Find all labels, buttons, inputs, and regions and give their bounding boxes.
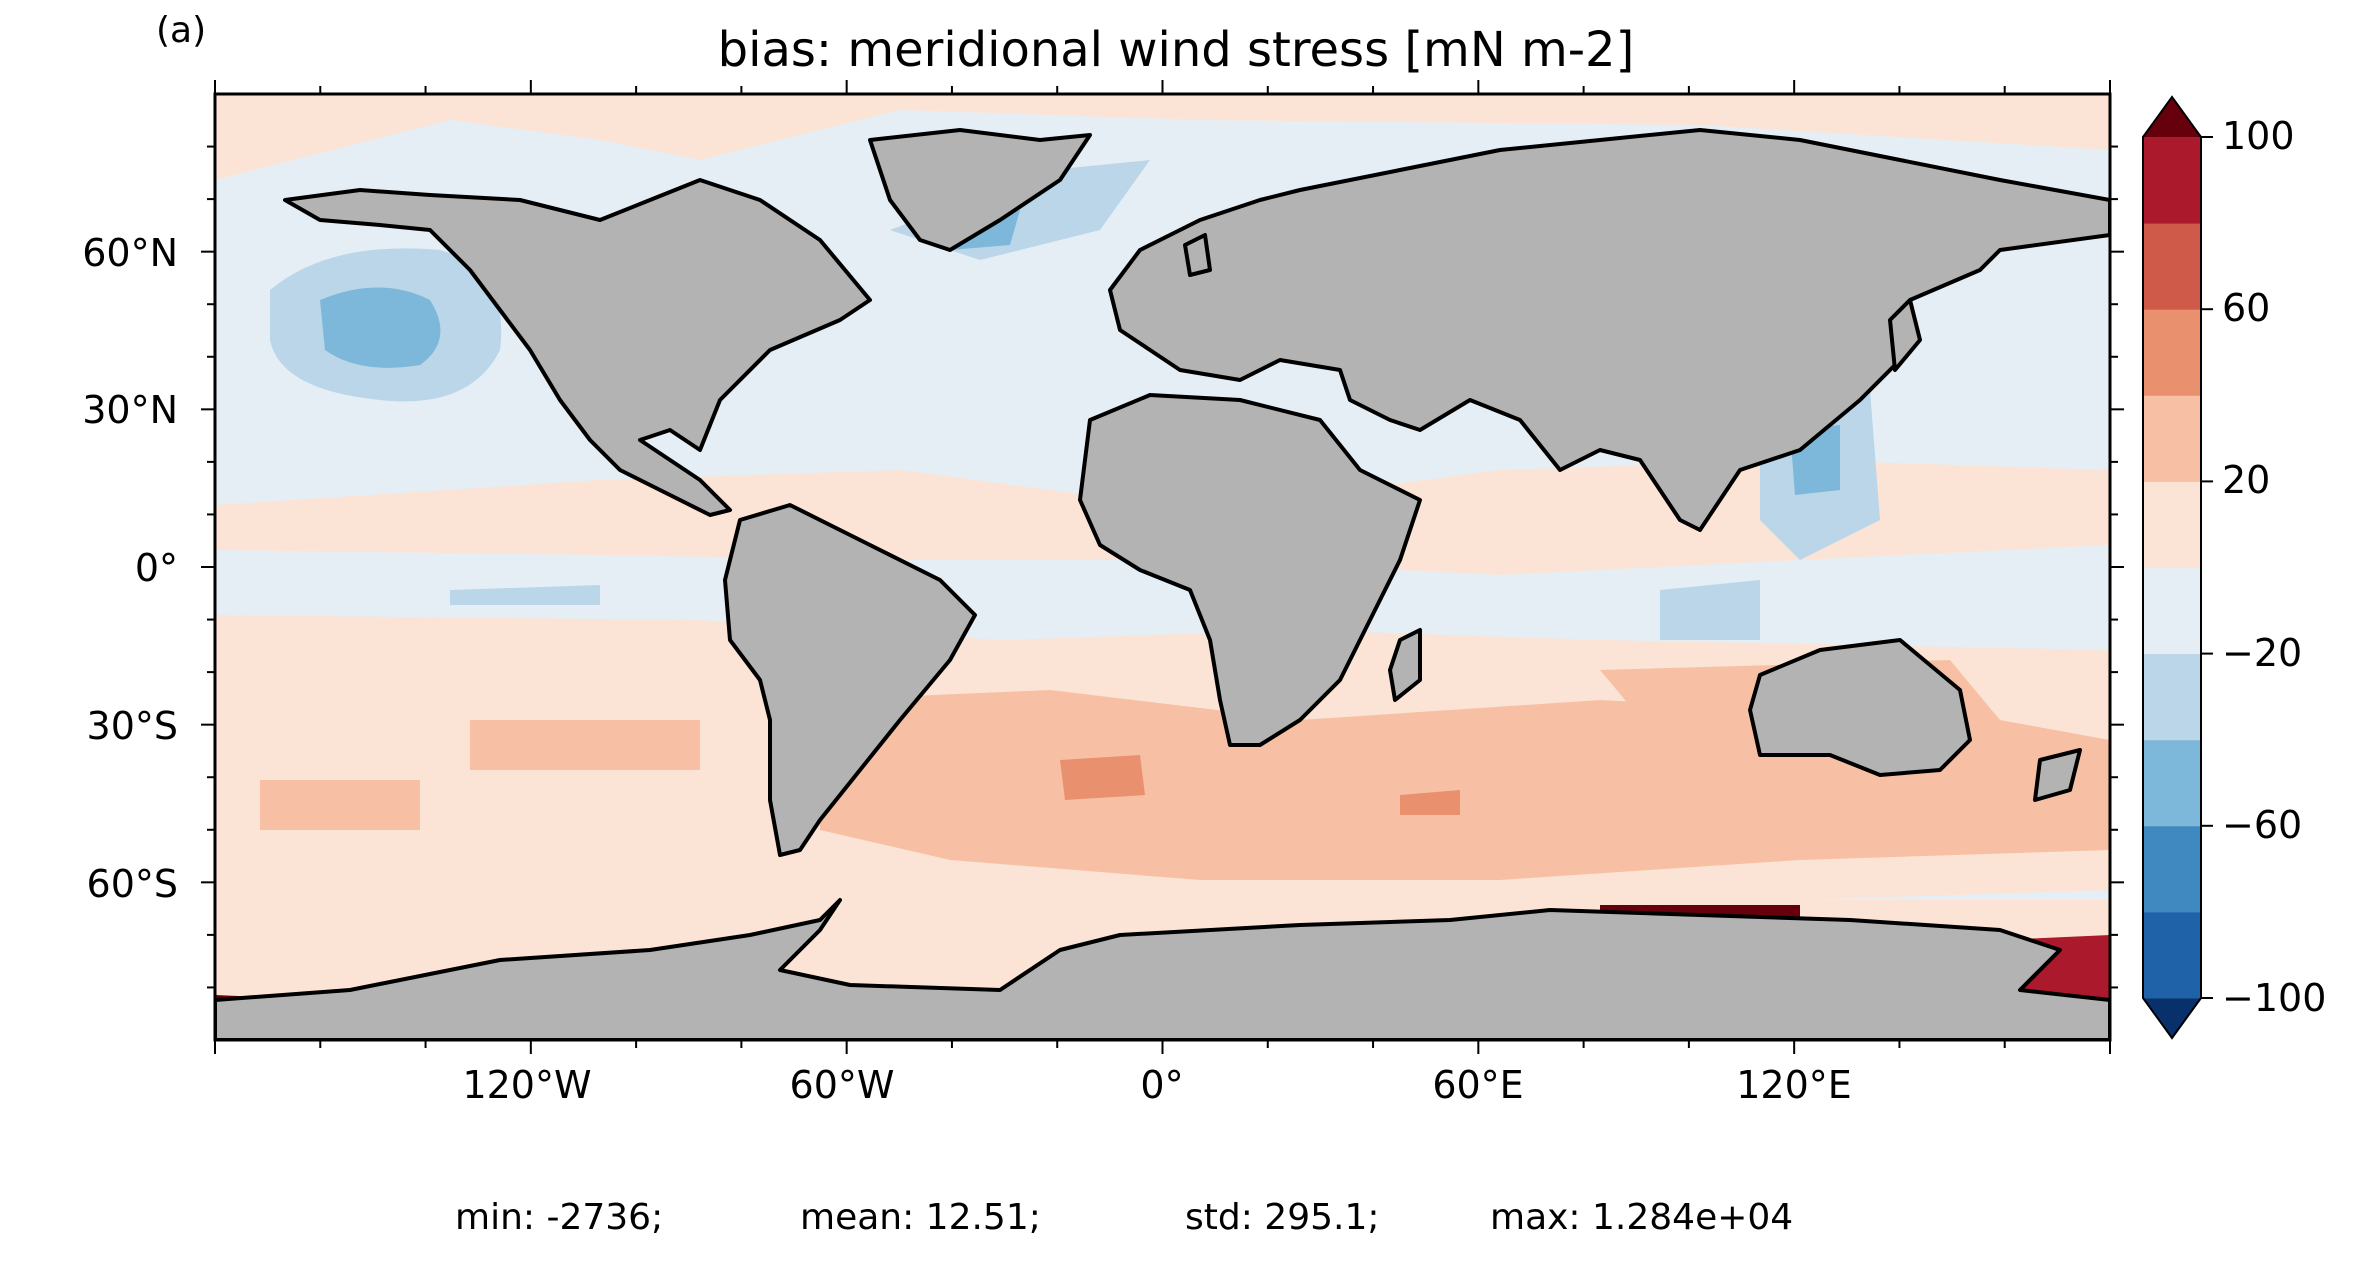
colorbar-bin <box>2143 739 2201 827</box>
strong-patch-2 <box>1400 790 1460 815</box>
africa <box>1078 393 1422 747</box>
lat-label-30n: 30°N <box>82 388 178 432</box>
colorbar-bin <box>2143 137 2201 224</box>
greenland <box>868 128 1092 252</box>
colorbar-label-60: 60 <box>2222 286 2271 330</box>
south-america <box>723 503 977 857</box>
colorbar-bin <box>2143 481 2201 568</box>
panel-label: (a) <box>156 10 207 51</box>
lon-label-120w: 120°W <box>462 1063 592 1107</box>
lat-label-60n: 60°N <box>82 231 178 275</box>
pacific-south-positive-2 <box>470 720 700 770</box>
land-masses <box>215 128 2110 1040</box>
colorbar-label-neg100: −100 <box>2222 976 2327 1020</box>
new-zealand <box>2033 748 2082 802</box>
pacific-south-positive <box>260 780 420 830</box>
north-america <box>283 178 872 517</box>
japan <box>1888 298 1922 372</box>
lon-label-120e: 120°E <box>1736 1063 1852 1107</box>
colorbar-label-20: 20 <box>2222 458 2271 502</box>
pacific-equatorial-negative <box>450 585 600 605</box>
lon-label-60e: 60°E <box>1432 1063 1524 1107</box>
colorbar-bin <box>2143 395 2201 482</box>
colorbar-label-neg60: −60 <box>2222 803 2303 847</box>
arctic-positive <box>215 94 2110 180</box>
colorbar <box>2142 95 2213 1040</box>
lat-label-30s: 30°S <box>86 704 178 748</box>
axis-ticks <box>201 80 2124 1054</box>
stat-mean: mean: 12.51; <box>800 1197 1041 1238</box>
strong-patch-1 <box>1060 755 1145 800</box>
lon-label-60w: 60°W <box>789 1063 895 1107</box>
colorbar-bin <box>2143 653 2201 741</box>
british-isles <box>1183 233 1212 277</box>
map-title: bias: meridional wind stress [mN m-2] <box>0 22 2362 78</box>
lon-label-0: 0° <box>1140 1063 1184 1107</box>
eurasia <box>1108 128 2110 532</box>
colorbar-bin <box>2143 911 2201 999</box>
colorbar-bin <box>2143 309 2201 396</box>
indian-negative <box>1660 580 1760 640</box>
colorbar-bin <box>2143 825 2201 913</box>
colorbar-label-100: 100 <box>2222 114 2295 158</box>
lat-label-60s: 60°S <box>86 862 178 906</box>
australia <box>1748 638 1972 777</box>
colorbar-extend-max <box>2143 97 2201 137</box>
stat-min: min: -2736; <box>455 1197 664 1238</box>
map-title-text: bias: meridional wind stress [mN m-2] <box>717 22 1635 78</box>
colorbar-label-neg20: −20 <box>2222 631 2303 675</box>
colorbar-extend-min <box>2143 998 2201 1038</box>
madagascar <box>1388 628 1422 702</box>
lat-label-equator: 0° <box>134 546 178 590</box>
colorbar-bin <box>2143 567 2201 655</box>
colorbar-bin <box>2143 223 2201 310</box>
stat-std: std: 295.1; <box>1185 1197 1380 1238</box>
stat-max: max: 1.284e+04 <box>1490 1197 1794 1238</box>
npacific-negative-core <box>320 287 441 368</box>
antarctica <box>215 898 2110 1040</box>
